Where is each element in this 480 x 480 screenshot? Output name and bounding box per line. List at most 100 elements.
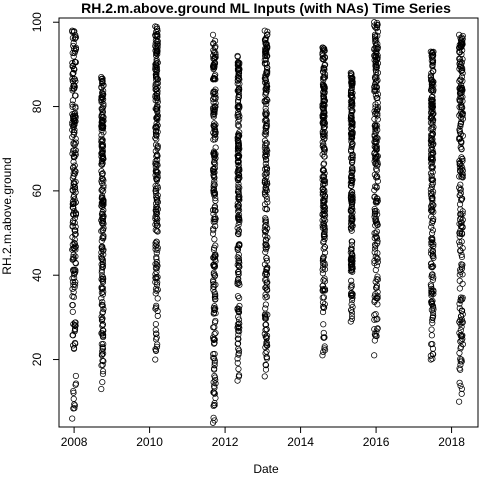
data-point	[459, 311, 466, 318]
data-point	[211, 339, 218, 346]
data-point	[374, 60, 382, 67]
data-point	[235, 227, 242, 234]
data-point	[263, 140, 270, 147]
data-point	[349, 196, 356, 204]
data-point	[349, 222, 356, 229]
data-point	[235, 271, 242, 278]
data-point	[262, 301, 269, 308]
data-point	[154, 84, 161, 91]
data-point	[236, 152, 243, 159]
data-point	[321, 102, 328, 109]
data-point	[100, 350, 107, 357]
data-point	[348, 177, 355, 184]
data-point	[72, 168, 79, 175]
data-point	[457, 97, 464, 104]
data-point	[211, 126, 219, 133]
data-point	[321, 116, 328, 123]
data-point	[211, 59, 219, 67]
data-point	[458, 261, 465, 268]
data-point	[153, 131, 160, 139]
data-point	[212, 376, 219, 384]
data-point	[429, 79, 436, 86]
data-point	[100, 100, 107, 108]
data-point	[430, 215, 437, 222]
data-point	[210, 180, 217, 187]
data-point	[212, 252, 219, 259]
data-point	[98, 267, 105, 274]
data-point	[320, 263, 327, 271]
data-point	[374, 161, 381, 168]
data-point	[373, 143, 380, 150]
data-point	[72, 211, 80, 218]
data-point	[72, 92, 79, 99]
data-point	[72, 34, 80, 41]
data-point	[211, 110, 218, 117]
data-point	[71, 126, 78, 133]
data-point	[373, 199, 380, 206]
data-point	[236, 259, 243, 267]
data-point	[154, 80, 161, 87]
data-point	[321, 124, 328, 131]
data-point	[69, 415, 76, 422]
data-point	[235, 190, 243, 197]
data-point	[154, 341, 161, 348]
data-point	[429, 126, 436, 133]
data-point	[236, 207, 243, 214]
data-point	[211, 160, 219, 167]
data-point	[349, 265, 356, 272]
data-point	[374, 273, 381, 280]
data-point	[71, 219, 78, 226]
data-point	[263, 98, 270, 105]
data-point	[72, 267, 79, 274]
data-point	[236, 59, 243, 67]
data-point	[349, 151, 356, 158]
data-point	[152, 326, 159, 334]
data-point	[373, 332, 380, 340]
data-point	[72, 178, 79, 185]
data-point	[236, 281, 243, 288]
data-point	[321, 84, 329, 91]
data-point	[100, 129, 107, 136]
data-point	[374, 91, 381, 98]
data-point	[429, 235, 436, 242]
data-point	[100, 232, 107, 239]
data-point	[349, 290, 356, 298]
data-point	[72, 340, 79, 347]
data-point	[429, 176, 437, 184]
data-point	[321, 226, 328, 233]
data-point	[374, 292, 381, 300]
data-point	[372, 266, 379, 274]
data-point	[458, 323, 465, 330]
data-point	[235, 175, 242, 182]
data-point	[72, 260, 79, 267]
data-point	[456, 63, 464, 70]
data-point	[349, 257, 356, 265]
data-point	[458, 73, 466, 80]
data-point	[428, 332, 435, 339]
data-point	[374, 28, 382, 35]
data-point	[99, 357, 106, 364]
data-point	[459, 195, 466, 202]
x-tick-label: 2012	[212, 435, 239, 449]
data-point	[264, 52, 271, 60]
data-point	[100, 341, 107, 348]
data-point	[373, 208, 380, 215]
data-point	[374, 110, 381, 117]
data-point	[374, 103, 381, 111]
data-point	[322, 217, 329, 224]
data-point	[321, 261, 328, 269]
data-point	[459, 319, 466, 327]
data-point	[235, 316, 243, 323]
data-point	[374, 77, 381, 84]
data-point	[154, 31, 161, 38]
data-point	[236, 294, 243, 302]
data-point	[69, 103, 76, 111]
data-point	[374, 52, 381, 59]
data-point	[154, 152, 161, 159]
data-point	[72, 118, 79, 125]
data-point	[321, 113, 328, 120]
data-point	[153, 330, 160, 337]
data-point	[235, 251, 242, 258]
data-point	[457, 90, 464, 97]
data-point	[99, 121, 106, 129]
